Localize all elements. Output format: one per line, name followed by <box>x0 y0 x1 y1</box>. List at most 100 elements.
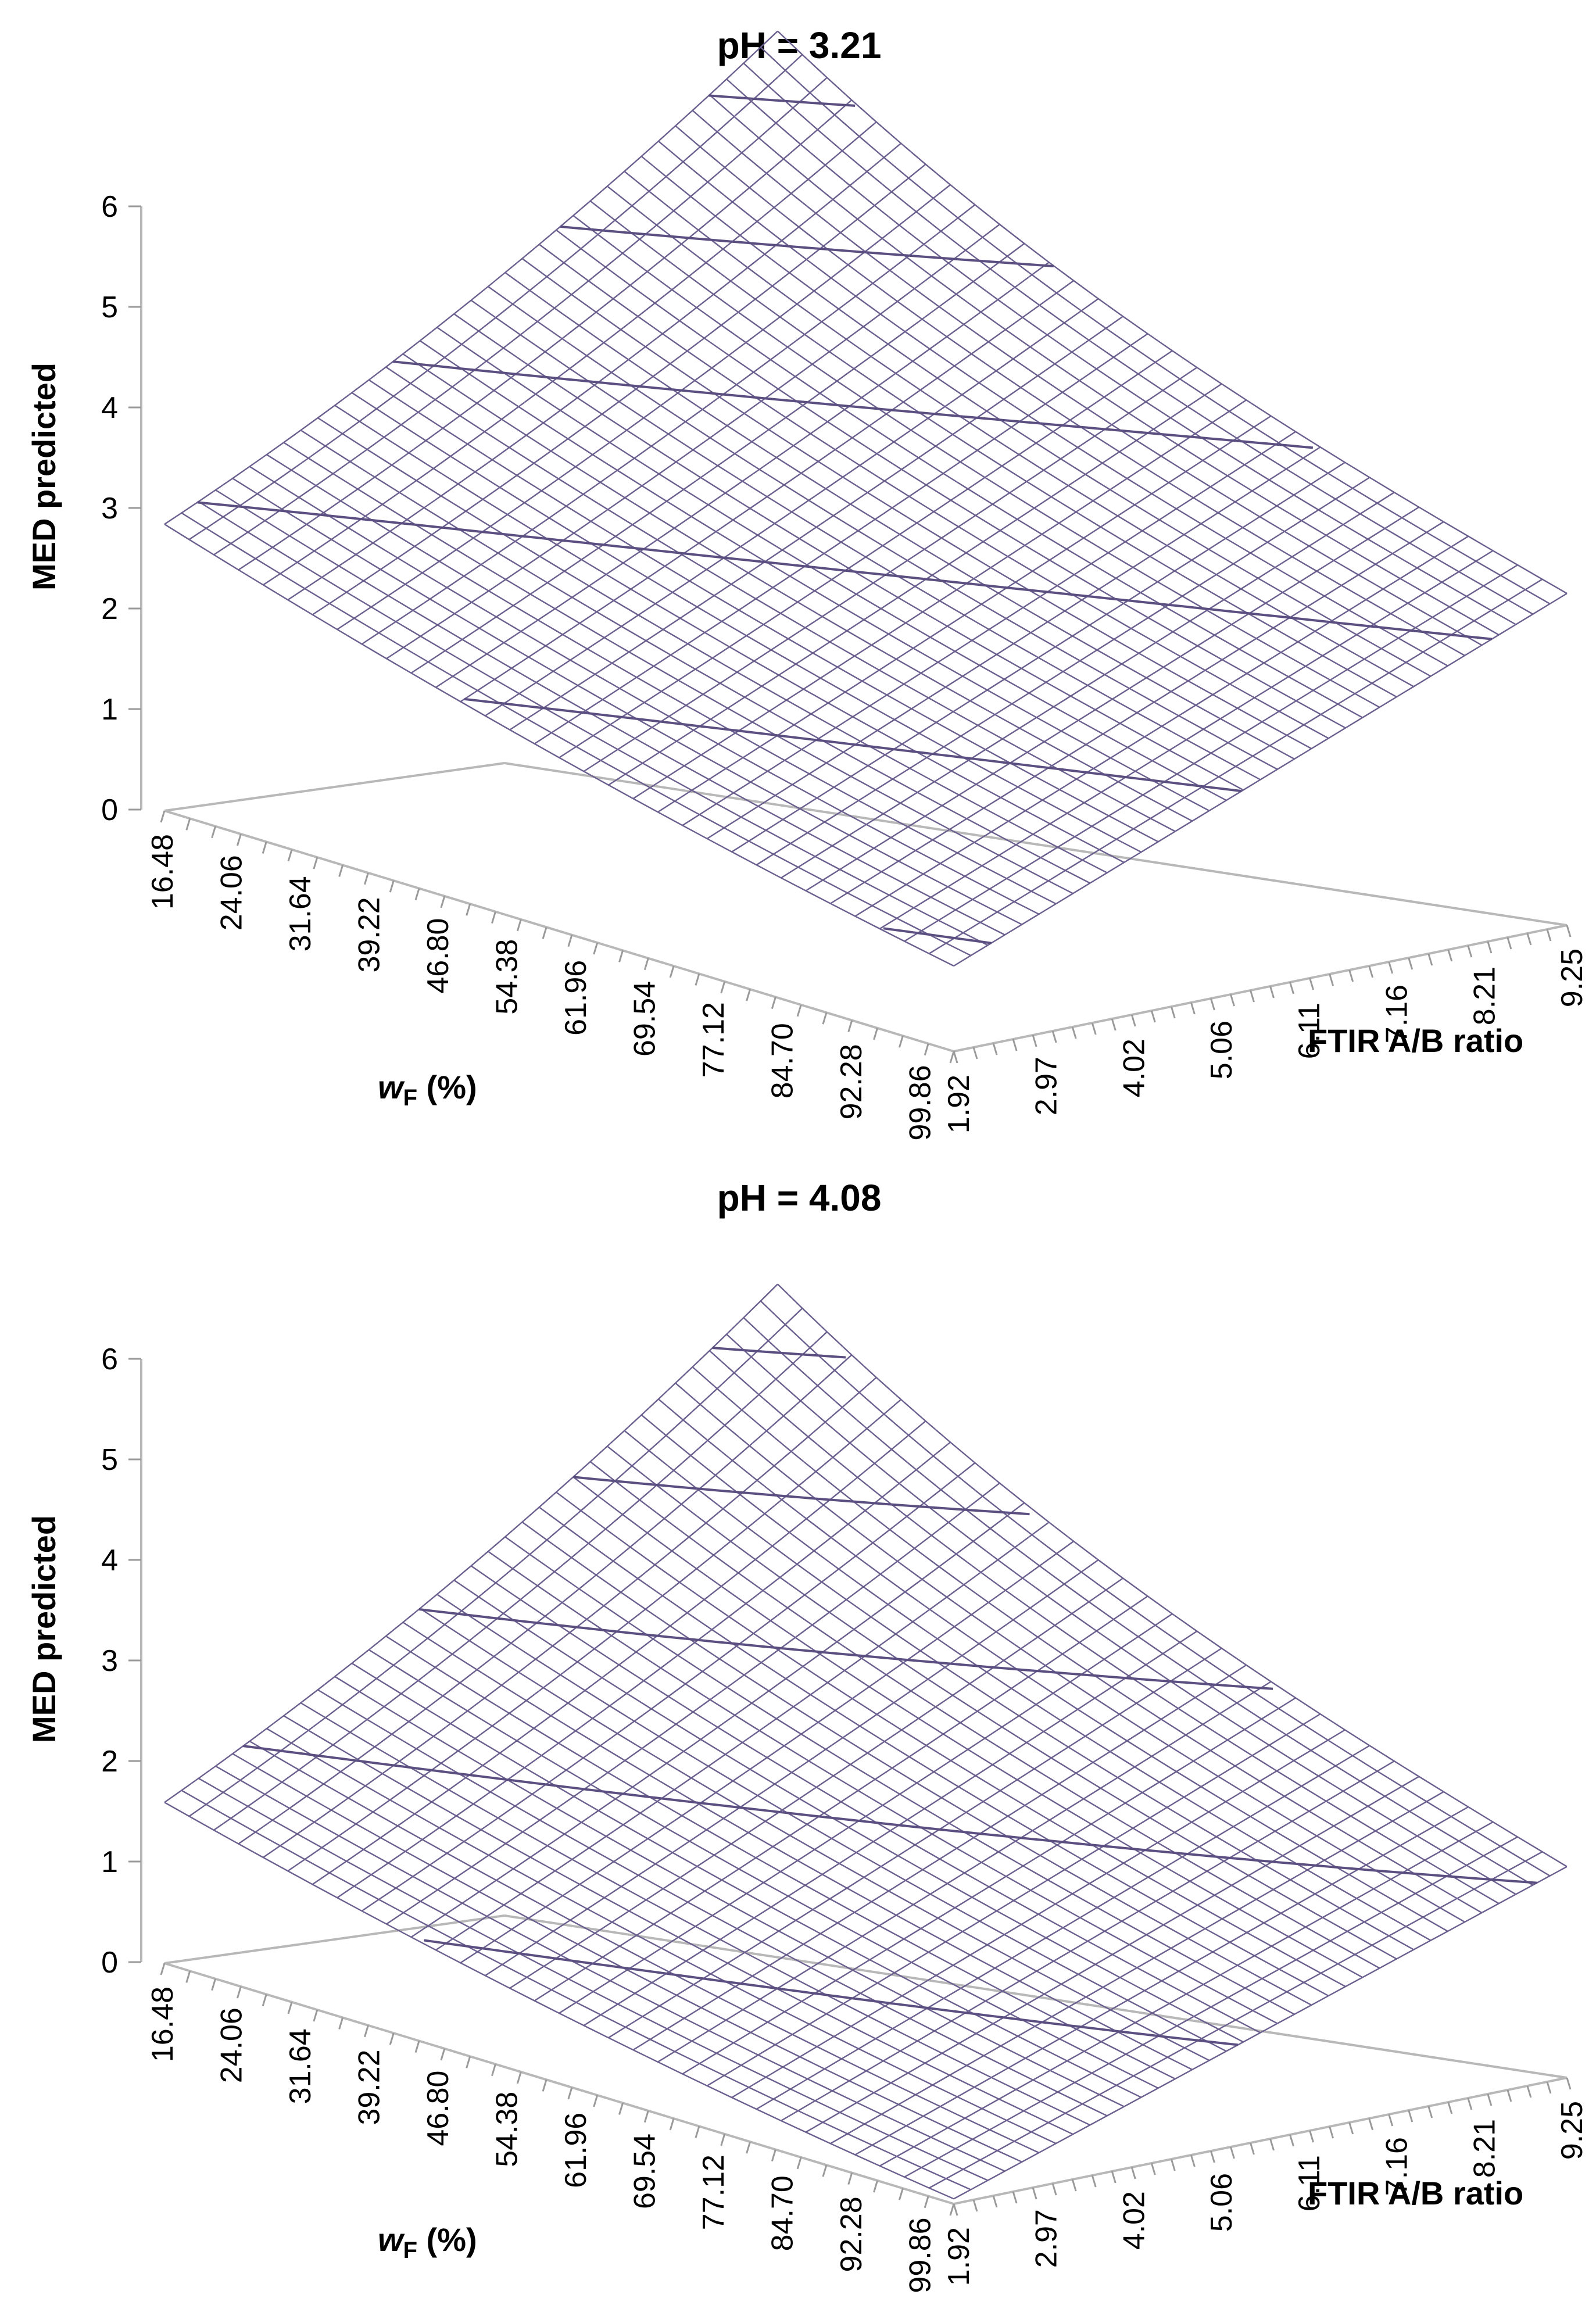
contour-level-1 <box>883 927 992 944</box>
ratio-minor-tick <box>1309 978 1315 990</box>
ratio-minor-tick <box>1289 2134 1294 2147</box>
mesh-line-ratio <box>675 1382 1465 1923</box>
z-tick-label: 0 <box>101 793 118 827</box>
mesh-line-wf <box>534 1595 1148 2002</box>
mesh-line-wf <box>509 316 1123 731</box>
mesh-line-ratio <box>453 1579 1244 2043</box>
wf-minor-tick <box>643 2110 649 2123</box>
mesh-line-ratio <box>436 327 1227 801</box>
wf-minor-tick <box>949 2203 955 2216</box>
mesh-line-ratio <box>402 353 1193 822</box>
mesh-line-ratio <box>607 1445 1397 1960</box>
ratio-minor-tick <box>1467 945 1473 958</box>
mesh-line-ratio <box>215 489 1005 936</box>
ratio-axis-line <box>953 924 1568 1053</box>
ratio-minor-tick <box>1012 2191 1018 2204</box>
ratio-tick-label: 2.97 <box>1030 1057 1064 1115</box>
z-tick-label: 5 <box>101 1443 118 1477</box>
z-tick-label: 2 <box>101 1745 118 1778</box>
mesh-line-ratio <box>164 1802 954 2200</box>
ratio-axis-label: FTIR A/B ratio <box>1308 1022 1523 1059</box>
z-tick-label: 4 <box>101 1544 118 1577</box>
ratio-minor-tick <box>1487 941 1493 954</box>
ratio-minor-tick <box>972 2199 978 2212</box>
wf-tick-label: 31.64 <box>284 2028 317 2104</box>
ratio-minor-tick <box>1130 1014 1136 1027</box>
mesh-line-ratio <box>488 286 1278 770</box>
wf-minor-tick <box>542 2079 547 2092</box>
ratio-minor-tick <box>1269 986 1275 998</box>
z-tick-label: 6 <box>101 1343 118 1376</box>
wf-minor-tick <box>211 826 217 839</box>
mesh-line-ratio <box>385 1635 1176 2079</box>
wf-minor-tick <box>516 919 522 932</box>
mesh-line-ratio <box>726 1333 1516 1895</box>
mesh-line-ratio <box>453 313 1244 791</box>
wf-minor-tick <box>847 1020 853 1033</box>
contour-level-5 <box>560 225 1054 267</box>
mesh-line-ratio <box>521 1521 1312 2006</box>
mesh-line-wf <box>410 243 1025 674</box>
wf-axis-label: wF (%) <box>378 1069 477 1111</box>
ratio-minor-tick <box>1230 2146 1235 2159</box>
mesh-line-ratio <box>419 1608 1210 2061</box>
mesh-line-ratio <box>164 523 954 967</box>
wf-minor-tick <box>262 1993 267 2006</box>
wf-minor-tick <box>796 1004 802 1017</box>
mesh-line-ratio <box>198 1777 989 2181</box>
contour-level-4 <box>573 1476 1030 1516</box>
ratio-minor-tick <box>1526 2085 1532 2098</box>
ratio-minor-tick <box>1447 949 1453 962</box>
surface-plot-ph-3-21: pH = 3.21 0 1 2 3 4 5 6 MED predicted 16.48 24.06 3… <box>0 0 1596 1152</box>
mesh-line-ratio <box>300 429 1090 884</box>
wf-minor-tick <box>746 2141 751 2154</box>
ratio-minor-tick <box>1051 1030 1057 1043</box>
mesh-line-wf <box>361 204 976 645</box>
ratio-minor-tick <box>1250 2142 1255 2155</box>
ratio-minor-tick <box>1447 2102 1453 2114</box>
mesh-line-ratio <box>589 1461 1380 1969</box>
ratio-minor-tick <box>992 2195 998 2208</box>
wf-tick-label: 99.86 <box>904 1065 937 1140</box>
mesh-line-ratio <box>351 392 1141 853</box>
mesh-line-ratio <box>538 1506 1329 1997</box>
mesh-line-ratio <box>198 500 989 946</box>
wf-minor-tick <box>593 942 599 955</box>
wf-axis-label-rest: (%) <box>417 1069 477 1105</box>
mesh-line-wf <box>534 333 1148 745</box>
wf-axis-label-sub: F <box>403 1085 417 1111</box>
contour-lines <box>243 1347 1537 2046</box>
wf-tick-label: 61.96 <box>559 2113 593 2188</box>
ratio-minor-tick <box>972 1047 978 1060</box>
wf-tick-label: 39.22 <box>353 2049 387 2125</box>
wf-axis-label-sub: F <box>403 2238 417 2263</box>
wf-minor-tick <box>516 2071 522 2084</box>
mesh-line-ratio <box>215 1765 1005 2172</box>
mesh-line-ratio <box>232 1753 1022 2163</box>
ratio-minor-tick <box>1329 2126 1334 2139</box>
mesh-line-ratio <box>777 1283 1568 1867</box>
floor-back-right <box>504 1914 1568 2079</box>
wf-tick-label: 69.54 <box>628 981 662 1057</box>
mesh-line-wf <box>657 1681 1272 2063</box>
mesh-line-ratio <box>266 454 1057 905</box>
wf-minor-tick <box>822 1012 828 1025</box>
contour-level-2 <box>243 1745 1537 1884</box>
ratio-minor-tick <box>1506 937 1512 950</box>
ratio-minor-tick <box>1111 1018 1117 1031</box>
wf-tick-label: 84.70 <box>766 1023 800 1098</box>
wf-minor-tick <box>567 2087 573 2100</box>
mesh-line-ratio <box>368 1649 1159 2089</box>
wf-tick-label: 31.64 <box>284 876 317 951</box>
mesh-line-ratio <box>436 1594 1227 2052</box>
mesh-line-ratio <box>624 170 1414 688</box>
wf-minor-tick <box>389 880 395 893</box>
surface-mesh <box>164 30 1568 967</box>
surface-plot-svg: pH = 3.21 0 1 2 3 4 5 6 MED predicted 16.48 24.06 3… <box>26 24 1589 1141</box>
wf-minor-tick <box>669 965 675 978</box>
ratio-minor-tick <box>1091 1022 1097 1035</box>
mesh-line-ratio <box>368 379 1159 843</box>
wf-axis-label-rest: (%) <box>417 2221 477 2258</box>
ratio-minor-tick <box>1032 2187 1037 2200</box>
wf-axis-line <box>164 1962 954 2205</box>
